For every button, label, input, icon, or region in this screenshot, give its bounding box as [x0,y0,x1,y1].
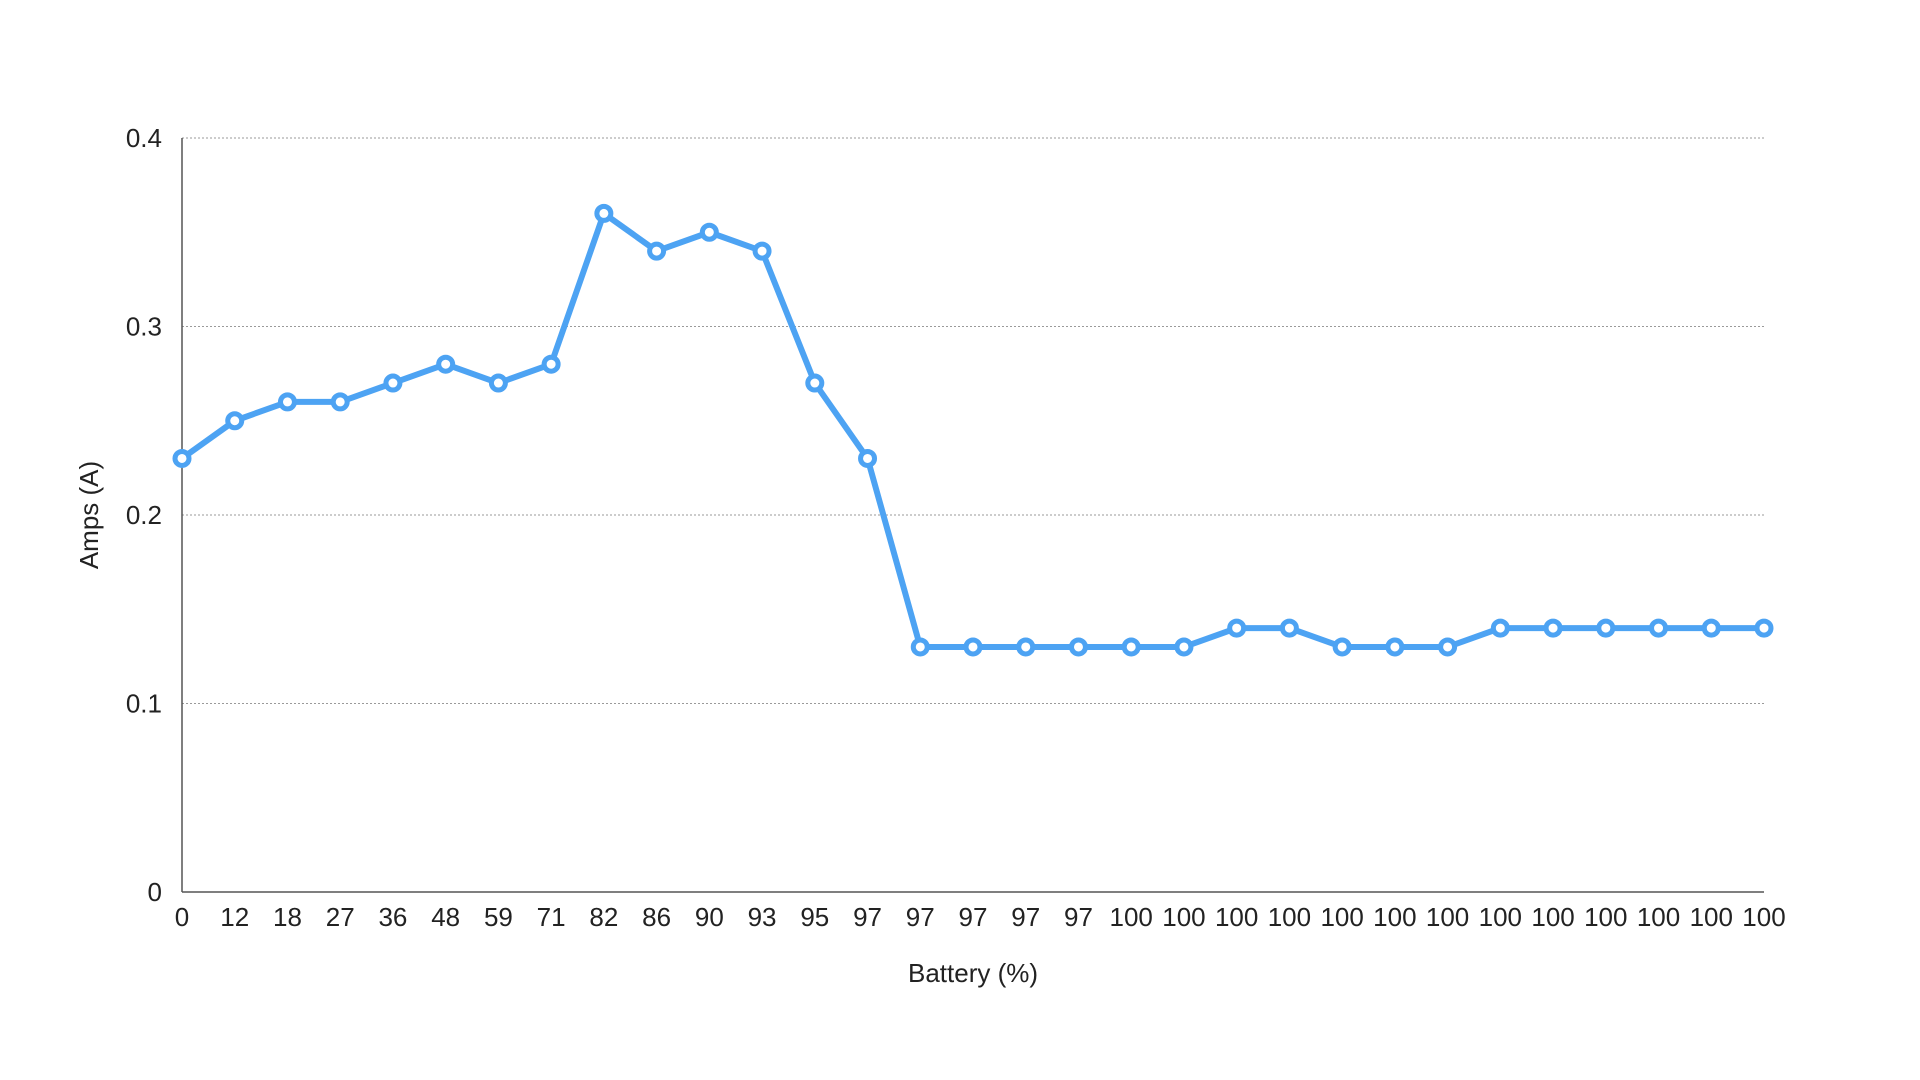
data-point [1227,618,1247,638]
data-point [910,637,930,657]
x-tick-label: 97 [853,902,882,932]
data-point [1174,637,1194,657]
x-tick-label: 100 [1742,902,1785,932]
data-point [172,448,192,468]
x-tick-label: 100 [1162,902,1205,932]
axes [181,138,1764,893]
x-tick-label: 100 [1268,902,1311,932]
y-tick-label: 0 [148,877,162,907]
data-point [1543,618,1563,638]
series-line [179,210,1767,650]
x-tick-label: 97 [1064,902,1093,932]
x-tick-label: 59 [484,902,513,932]
data-point [594,203,614,223]
data-point [1385,637,1405,657]
series [172,203,1774,657]
data-point [277,392,297,412]
x-tick-label: 100 [1373,902,1416,932]
data-point [488,373,508,393]
data-point [541,354,561,374]
x-tick-label: 100 [1215,902,1258,932]
x-tick-label: 90 [695,902,724,932]
data-point [225,411,245,431]
data-point [752,241,772,261]
data-point [699,222,719,242]
y-tick-label: 0.3 [126,312,162,342]
x-axis-title: Battery (%) [908,958,1038,988]
x-tick-label: 27 [326,902,355,932]
data-point [1596,618,1616,638]
data-point [1121,637,1141,657]
x-tick-label: 100 [1637,902,1680,932]
x-tick-label: 93 [748,902,777,932]
x-tick-label: 36 [378,902,407,932]
data-point [1068,637,1088,657]
data-point [963,637,983,657]
data-point [436,354,456,374]
grid-lines [182,137,1764,704]
data-point [1438,637,1458,657]
data-point [1016,637,1036,657]
x-tick-label: 82 [589,902,618,932]
y-tick-label: 0.4 [126,123,162,153]
data-point [858,448,878,468]
x-tick-label: 71 [537,902,566,932]
x-tick-label: 97 [1011,902,1040,932]
x-tick-label: 100 [1320,902,1363,932]
x-tick-label: 100 [1479,902,1522,932]
data-point [1332,637,1352,657]
x-tick-label: 12 [220,902,249,932]
y-tick-label: 0.2 [126,500,162,530]
data-point [330,392,350,412]
x-tick-label: 97 [906,902,935,932]
x-tick-label: 100 [1531,902,1574,932]
data-point [1649,618,1669,638]
x-tick-label: 100 [1426,902,1469,932]
y-tick-label: 0.1 [126,689,162,719]
x-tick-label: 86 [642,902,671,932]
x-tick-label: 100 [1110,902,1153,932]
x-tick-label: 100 [1584,902,1627,932]
y-tick-labels: 0 0.1 0.2 0.3 0.4 [126,123,162,907]
data-point [1490,618,1510,638]
data-point [805,373,825,393]
data-point [1754,618,1774,638]
x-tick-label: 97 [959,902,988,932]
data-point [1701,618,1721,638]
x-tick-label: 0 [175,902,189,932]
x-tick-label: 100 [1690,902,1733,932]
data-point [383,373,403,393]
y-axis-title: Amps (A) [74,461,104,569]
x-tick-label: 95 [800,902,829,932]
data-point [647,241,667,261]
x-tick-label: 18 [273,902,302,932]
data-point [1279,618,1299,638]
x-tick-labels: 0 12 18 27 36 48 59 71 82 86 90 93 95 97 97 97 97 97 100 10… [175,902,1786,932]
x-tick-label: 48 [431,902,460,932]
